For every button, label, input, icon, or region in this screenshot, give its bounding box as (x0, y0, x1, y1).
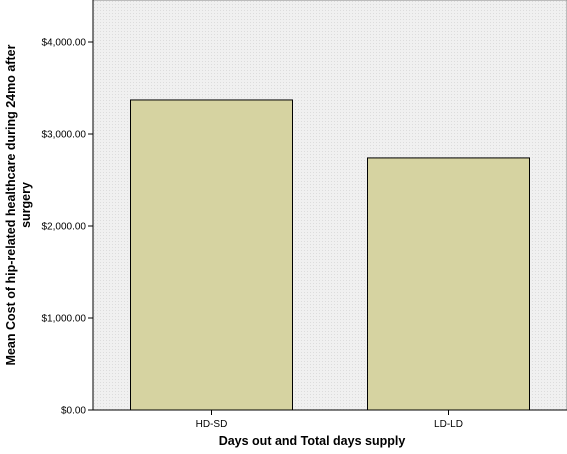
y-tick-label: $1,000.00 (42, 314, 87, 325)
y-tick-label: $3,000.00 (42, 130, 87, 141)
bar-hd-sd (130, 99, 293, 411)
x-axis-title: Days out and Total days supply (219, 434, 406, 448)
y-axis-title-line-2: surgery (19, 182, 33, 228)
y-tick-label: $0.00 (61, 406, 86, 417)
x-tick-label: LD-LD (434, 419, 463, 430)
y-tick-label: $4,000.00 (42, 38, 87, 49)
y-tick-label: $2,000.00 (42, 222, 87, 233)
x-tick-label: HD-SD (196, 419, 228, 430)
y-axis-title-line-1: Mean Cost of hip-related healthcare duri… (4, 44, 18, 365)
bar-ld-ld (367, 157, 530, 411)
